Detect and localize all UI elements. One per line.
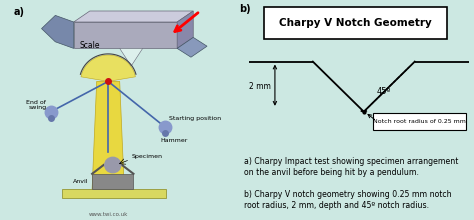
Polygon shape bbox=[92, 174, 134, 189]
Text: b): b) bbox=[239, 4, 251, 14]
Polygon shape bbox=[73, 22, 177, 48]
Text: www.twi.co.uk: www.twi.co.uk bbox=[89, 212, 128, 217]
Text: Specimen: Specimen bbox=[131, 154, 162, 160]
Text: 2 mm: 2 mm bbox=[249, 82, 271, 91]
Polygon shape bbox=[81, 55, 136, 81]
Text: Notch root radius of 0.25 mm: Notch root radius of 0.25 mm bbox=[373, 119, 466, 124]
Text: 45º: 45º bbox=[377, 87, 392, 96]
Polygon shape bbox=[92, 81, 124, 189]
Polygon shape bbox=[177, 11, 193, 48]
Circle shape bbox=[105, 157, 121, 173]
Text: Hammer: Hammer bbox=[160, 138, 187, 143]
Polygon shape bbox=[42, 15, 73, 48]
Text: Charpy V Notch Geometry: Charpy V Notch Geometry bbox=[279, 18, 432, 28]
Polygon shape bbox=[119, 48, 143, 66]
FancyBboxPatch shape bbox=[373, 113, 465, 130]
Text: End of
swing: End of swing bbox=[27, 100, 46, 110]
Polygon shape bbox=[73, 11, 193, 22]
Text: Scale: Scale bbox=[80, 41, 100, 50]
Text: Starting position: Starting position bbox=[169, 116, 221, 121]
Polygon shape bbox=[177, 37, 207, 57]
Text: Anvil: Anvil bbox=[73, 179, 88, 184]
Text: a) Charpy Impact test showing specimen arrangement
on the anvil before being hit: a) Charpy Impact test showing specimen a… bbox=[244, 157, 458, 177]
Text: b) Charpy V notch geometry showing 0.25 mm notch
root radius, 2 mm, depth and 45: b) Charpy V notch geometry showing 0.25 … bbox=[244, 190, 452, 210]
FancyBboxPatch shape bbox=[264, 7, 447, 39]
Polygon shape bbox=[62, 189, 166, 198]
Text: a): a) bbox=[14, 7, 25, 16]
